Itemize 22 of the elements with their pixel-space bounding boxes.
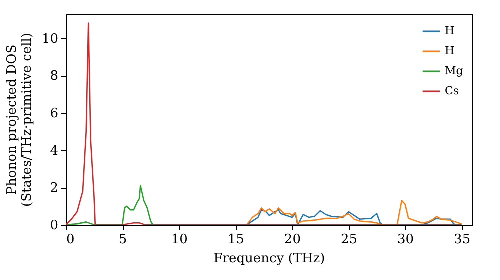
y-tick-label: 4 bbox=[50, 144, 58, 159]
legend-label: H bbox=[445, 24, 455, 38]
x-tick-label: 20 bbox=[284, 232, 301, 248]
y-axis-title: Phonon projected DOS (States/THz·primitive cell) bbox=[4, 32, 35, 208]
x-tick-label: 0 bbox=[66, 232, 75, 248]
line-series bbox=[66, 22, 462, 225]
y-tick-label: 6 bbox=[50, 106, 58, 122]
x-tick-label: 30 bbox=[398, 232, 414, 248]
legend-label: H bbox=[445, 44, 455, 58]
y-tick-label: 10 bbox=[42, 32, 58, 47]
y-tick-label: 0 bbox=[50, 218, 58, 234]
x-tick-label: 10 bbox=[171, 232, 188, 248]
legend-label: Cs bbox=[445, 84, 460, 98]
x-tick-label: 15 bbox=[228, 232, 244, 248]
y-tick-label: 2 bbox=[50, 181, 58, 196]
line-series bbox=[246, 200, 462, 225]
x-axis-title: Frequency (THz) bbox=[214, 252, 326, 266]
x-tick-label: 5 bbox=[118, 232, 128, 248]
legend-label: Mg bbox=[445, 64, 464, 78]
y-tick-label: 8 bbox=[50, 69, 58, 84]
x-tick-label: 25 bbox=[340, 232, 358, 248]
x-tick-label: 35 bbox=[454, 232, 471, 248]
